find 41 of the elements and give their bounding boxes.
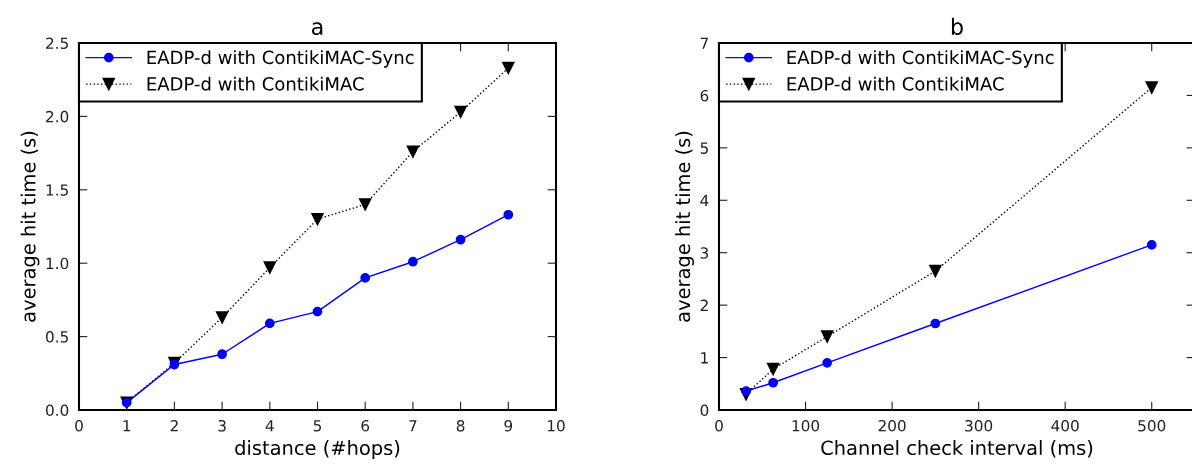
y-tick-label: 2.0: [46, 110, 69, 123]
y-tick-label: 6: [700, 89, 709, 102]
x-tick-label: 10: [547, 419, 565, 432]
y-tick-label: 0.5: [45, 331, 68, 343]
x-tick-label: 1: [123, 420, 131, 432]
x-tick-label: 4: [265, 420, 274, 432]
x-tick-label: 8: [456, 419, 465, 432]
y-tick-label: 1.0: [46, 257, 69, 270]
x-tick-label: 0: [715, 419, 723, 432]
y-tick-label: 2.5: [46, 37, 68, 50]
chart-title: a: [312, 22, 323, 35]
y-tick-label: 4: [700, 194, 709, 207]
y-tick-label: 5: [700, 142, 708, 154]
y-axis-title: average hit time (s): [675, 131, 694, 322]
x-tick-label: 200: [878, 419, 906, 432]
x-tick-label: 0: [75, 419, 83, 432]
legend-label: EADP-d with ContikiMAC: [147, 76, 364, 91]
y-axis-title: average hit time (s): [20, 131, 40, 322]
y-tick-label: 7: [700, 37, 708, 49]
x-tick-label: 6: [361, 419, 370, 432]
x-tick-label: 3: [218, 419, 226, 432]
x-axis-title: distance (#hops): [235, 440, 400, 459]
x-tick-label: 500: [1138, 419, 1166, 432]
legend-label: EADP-d with ContikiMAC-Sync: [787, 50, 1054, 68]
x-tick-label: 5: [313, 420, 322, 432]
y-tick-label: 0.0: [45, 404, 69, 417]
y-tick-label: 1: [701, 352, 708, 364]
y-tick-label: 3: [700, 247, 709, 259]
y-tick-label: 2: [700, 299, 708, 311]
x-axis-title: Channel check interval (ms): [821, 440, 1093, 458]
y-tick-label: 0: [700, 404, 709, 417]
legend-label: EADP-d with ContikiMAC-Sync: [147, 50, 414, 68]
x-tick-label: 2: [170, 419, 178, 432]
y-tick-label: 1.5: [46, 184, 68, 196]
x-tick-label: 9: [504, 419, 513, 432]
x-tick-label: 300: [965, 419, 993, 432]
x-tick-label: 100: [792, 419, 820, 432]
legend-label: EADP-d with ContikiMAC: [787, 76, 1004, 91]
x-tick-label: 7: [409, 420, 417, 432]
chart-title: b: [951, 17, 963, 35]
x-tick-label: 400: [1051, 419, 1079, 432]
